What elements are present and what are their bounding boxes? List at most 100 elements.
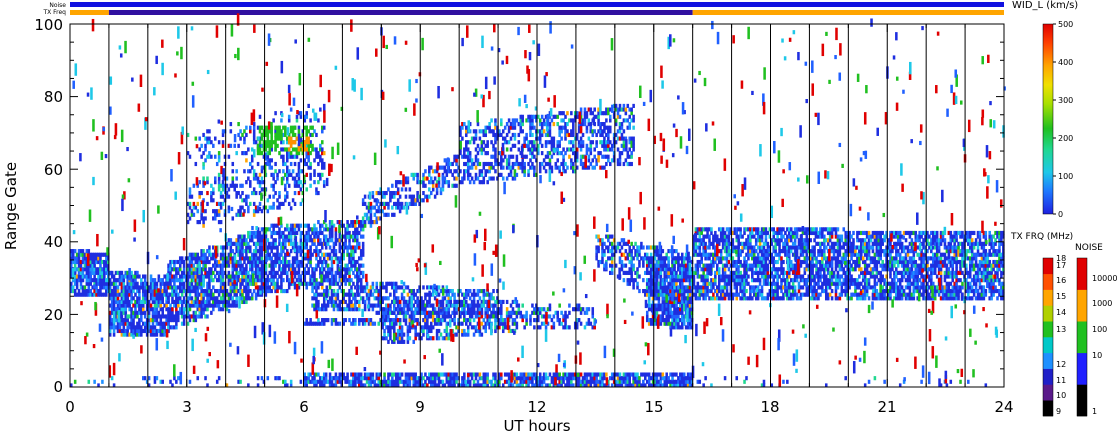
data-pixel xyxy=(217,180,221,185)
data-pixel xyxy=(313,285,316,290)
data-pixel xyxy=(274,161,277,167)
data-pixel xyxy=(435,328,439,334)
data-pixel xyxy=(178,278,182,283)
data-pixel xyxy=(628,140,631,145)
data-pixel xyxy=(239,267,242,272)
data-pixel xyxy=(252,129,256,134)
data-pixel xyxy=(346,270,349,275)
data-pixel xyxy=(89,270,93,275)
data-pixel xyxy=(488,292,491,297)
data-pixel xyxy=(254,292,258,297)
data-pixel xyxy=(249,281,252,286)
data-pixel xyxy=(391,318,394,323)
data-pixel xyxy=(280,281,283,286)
data-pixel xyxy=(178,307,182,312)
data-pixel xyxy=(303,270,307,275)
data-pixel xyxy=(280,118,283,123)
data-pixel xyxy=(249,245,252,250)
data-pixel xyxy=(328,256,332,261)
data-pixel xyxy=(494,122,497,127)
data-pixel xyxy=(79,281,83,286)
data-pixel xyxy=(169,310,172,315)
data-pixel xyxy=(614,249,618,254)
data-pixel xyxy=(573,114,577,119)
data-pixel xyxy=(558,140,561,145)
data-pixel xyxy=(470,165,474,170)
data-pixel xyxy=(558,111,561,116)
data-pixel xyxy=(538,136,542,141)
data-pixel xyxy=(361,274,365,279)
data-pixel xyxy=(280,140,283,145)
data-pixel xyxy=(182,263,186,268)
data-pixel xyxy=(466,158,470,163)
data-pixel xyxy=(264,234,268,239)
data-pixel xyxy=(480,307,484,312)
data-pixel xyxy=(422,307,425,312)
data-pixel xyxy=(377,209,380,214)
data-pixel xyxy=(605,143,608,148)
data-pixel xyxy=(237,241,240,246)
data-pixel xyxy=(649,278,653,283)
data-pixel xyxy=(402,307,406,312)
data-pixel xyxy=(71,249,75,254)
data-pixel xyxy=(227,187,231,192)
data-pixel xyxy=(527,143,530,148)
data-pixel xyxy=(630,111,633,116)
data-pixel xyxy=(537,129,540,134)
data-pixel xyxy=(665,270,668,275)
data-pixel xyxy=(474,165,478,170)
data-pixel xyxy=(498,310,501,315)
data-pixel xyxy=(531,118,534,123)
data-pixel xyxy=(293,190,297,196)
data-pixel xyxy=(665,274,668,279)
data-pixel xyxy=(357,256,361,261)
data-pixel xyxy=(293,259,297,265)
data-pixel xyxy=(408,288,412,294)
data-pixel xyxy=(161,321,164,326)
data-pixel xyxy=(237,288,240,294)
data-pixel xyxy=(322,292,326,297)
data-pixel xyxy=(651,310,655,315)
data-pixel xyxy=(196,288,200,294)
data-pixel xyxy=(103,270,106,275)
data-pixel xyxy=(227,281,231,286)
data-pixel xyxy=(408,325,412,330)
data-pixel xyxy=(391,339,394,344)
data-pixel xyxy=(439,318,443,323)
data-pixel xyxy=(219,274,223,279)
data-pixel xyxy=(112,278,116,283)
data-pixel xyxy=(293,223,297,228)
data-pixel xyxy=(441,303,445,308)
data-pixel xyxy=(114,288,118,294)
data-pixel xyxy=(354,318,357,323)
data-pixel xyxy=(519,161,523,167)
data-pixel xyxy=(412,292,416,297)
data-pixel xyxy=(221,132,225,138)
data-pixel xyxy=(408,296,412,301)
data-pixel xyxy=(188,270,192,275)
data-pixel xyxy=(373,220,377,225)
data-pixel xyxy=(640,241,643,246)
data-pixel xyxy=(200,252,203,257)
data-pixel xyxy=(147,325,151,330)
data-pixel xyxy=(348,230,351,236)
data-pixel xyxy=(634,252,637,257)
data-pixel xyxy=(297,172,301,177)
data-pixel xyxy=(233,285,236,290)
data-pixel xyxy=(163,281,166,286)
data-pixel xyxy=(622,270,626,275)
data-pixel xyxy=(649,270,653,275)
data-pixel xyxy=(661,267,665,272)
data-pixel xyxy=(169,303,172,308)
data-pixel xyxy=(527,140,530,145)
data-pixel xyxy=(601,165,604,170)
data-pixel xyxy=(204,267,207,272)
data-pixel xyxy=(659,292,663,297)
data-pixel xyxy=(198,180,201,185)
data-pixel xyxy=(319,292,322,297)
data-pixel xyxy=(241,245,244,250)
data-pixel xyxy=(285,263,289,268)
data-pixel xyxy=(204,259,207,265)
data-pixel xyxy=(223,198,227,203)
data-pixel xyxy=(354,263,357,268)
